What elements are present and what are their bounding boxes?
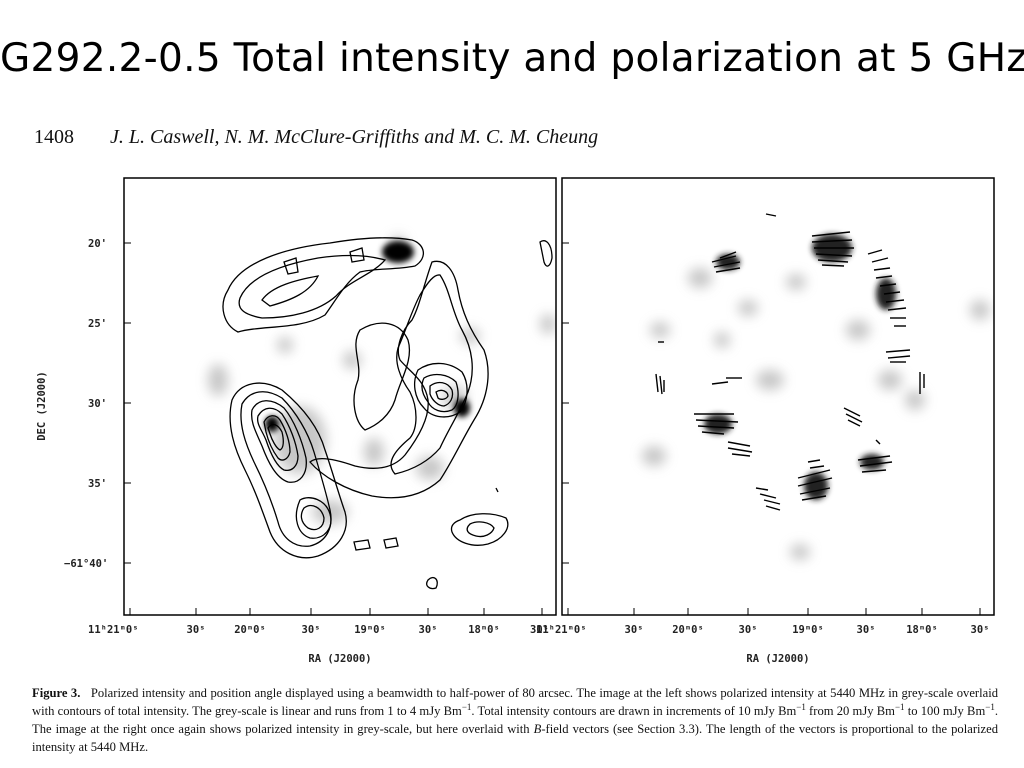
- right-x-tick-label: 18ᵐ0ˢ: [906, 624, 938, 636]
- right-x-tick-label: 11ʰ21ᵐ0ˢ: [536, 624, 587, 636]
- right-panel-ticks: [562, 242, 981, 615]
- right-x-tick-label: 20ᵐ0ˢ: [672, 624, 704, 636]
- left-x-axis-label: RA (J2000): [308, 653, 371, 665]
- right-x-tick-label: 30ˢ: [857, 624, 876, 636]
- y-tick-label: 30': [88, 398, 107, 410]
- left-x-tick-label: 30ˢ: [187, 624, 206, 636]
- caption-text: . The image at the right once again show…: [32, 704, 998, 736]
- right-greyscale: [642, 234, 990, 560]
- caption-superscript: −1: [796, 701, 806, 712]
- left-greyscale: [208, 236, 556, 524]
- left-x-tick-label: 11ʰ21ᵐ0ˢ: [88, 624, 139, 636]
- figure-label: Figure 3.: [32, 686, 81, 700]
- left-x-tick-label: 30ˢ: [419, 624, 438, 636]
- caption-text: . Total intensity contours are drawn in …: [471, 704, 797, 718]
- caption-text: from 20 mJy Bm: [805, 704, 895, 718]
- left-panel-ticks: [124, 242, 543, 615]
- b-field-vectors: [655, 213, 925, 511]
- left-x-tick-label: 19ᵐ0ˢ: [354, 624, 386, 636]
- left-x-tick-label: 20ᵐ0ˢ: [234, 624, 266, 636]
- left-x-tick-label: 30ˢ: [530, 624, 549, 636]
- caption-superscript: −1: [894, 701, 905, 712]
- y-tick-label: 20': [88, 238, 107, 250]
- caption-text: Polarized intensity and position angle d…: [32, 686, 998, 718]
- right-x-tick-label: 30ˢ: [739, 624, 758, 636]
- left-panel: [123, 177, 557, 616]
- figure-caption: Figure 3. Polarized intensity and positi…: [32, 684, 998, 756]
- caption-superscript: −1: [461, 701, 472, 712]
- y-tick-label: 35': [88, 478, 107, 490]
- caption-text: to 100 mJy Bm: [904, 704, 986, 718]
- right-panel-frame: [561, 177, 995, 616]
- total-intensity-contours: [222, 237, 553, 590]
- y-axis-label: DEC (J2000): [36, 371, 48, 441]
- right-x-tick-label: 30ˢ: [625, 624, 644, 636]
- right-x-axis-label: RA (J2000): [746, 653, 809, 665]
- caption-superscript: −1: [985, 701, 995, 712]
- page-number: 1408: [34, 126, 74, 148]
- left-x-tick-label: 18ᵐ0ˢ: [468, 624, 500, 636]
- right-x-tick-label: 19ᵐ0ˢ: [792, 624, 824, 636]
- right-panel: [561, 177, 995, 616]
- figure-panels: 20' 25' 30' 35' −61°40' DEC (J2000) 11ʰ2…: [36, 177, 995, 665]
- y-tick-label: −61°40': [64, 558, 108, 570]
- caption-text: -field vectors (see Section 3.3). The le…: [32, 722, 998, 754]
- slide-title: G292.2-0.5 Total intensity and polarizat…: [0, 36, 1024, 81]
- y-tick-label: 25': [88, 318, 107, 330]
- left-x-tick-label: 30ˢ: [302, 624, 321, 636]
- paper-authors: J. L. Caswell, N. M. McClure-Griffiths a…: [110, 126, 599, 148]
- left-panel-frame: [123, 177, 557, 616]
- right-x-tick-label: 30ˢ: [971, 624, 990, 636]
- paper-header: 1408 J. L. Caswell, N. M. McClure-Griffit…: [34, 126, 598, 149]
- caption-italic: B: [533, 722, 542, 736]
